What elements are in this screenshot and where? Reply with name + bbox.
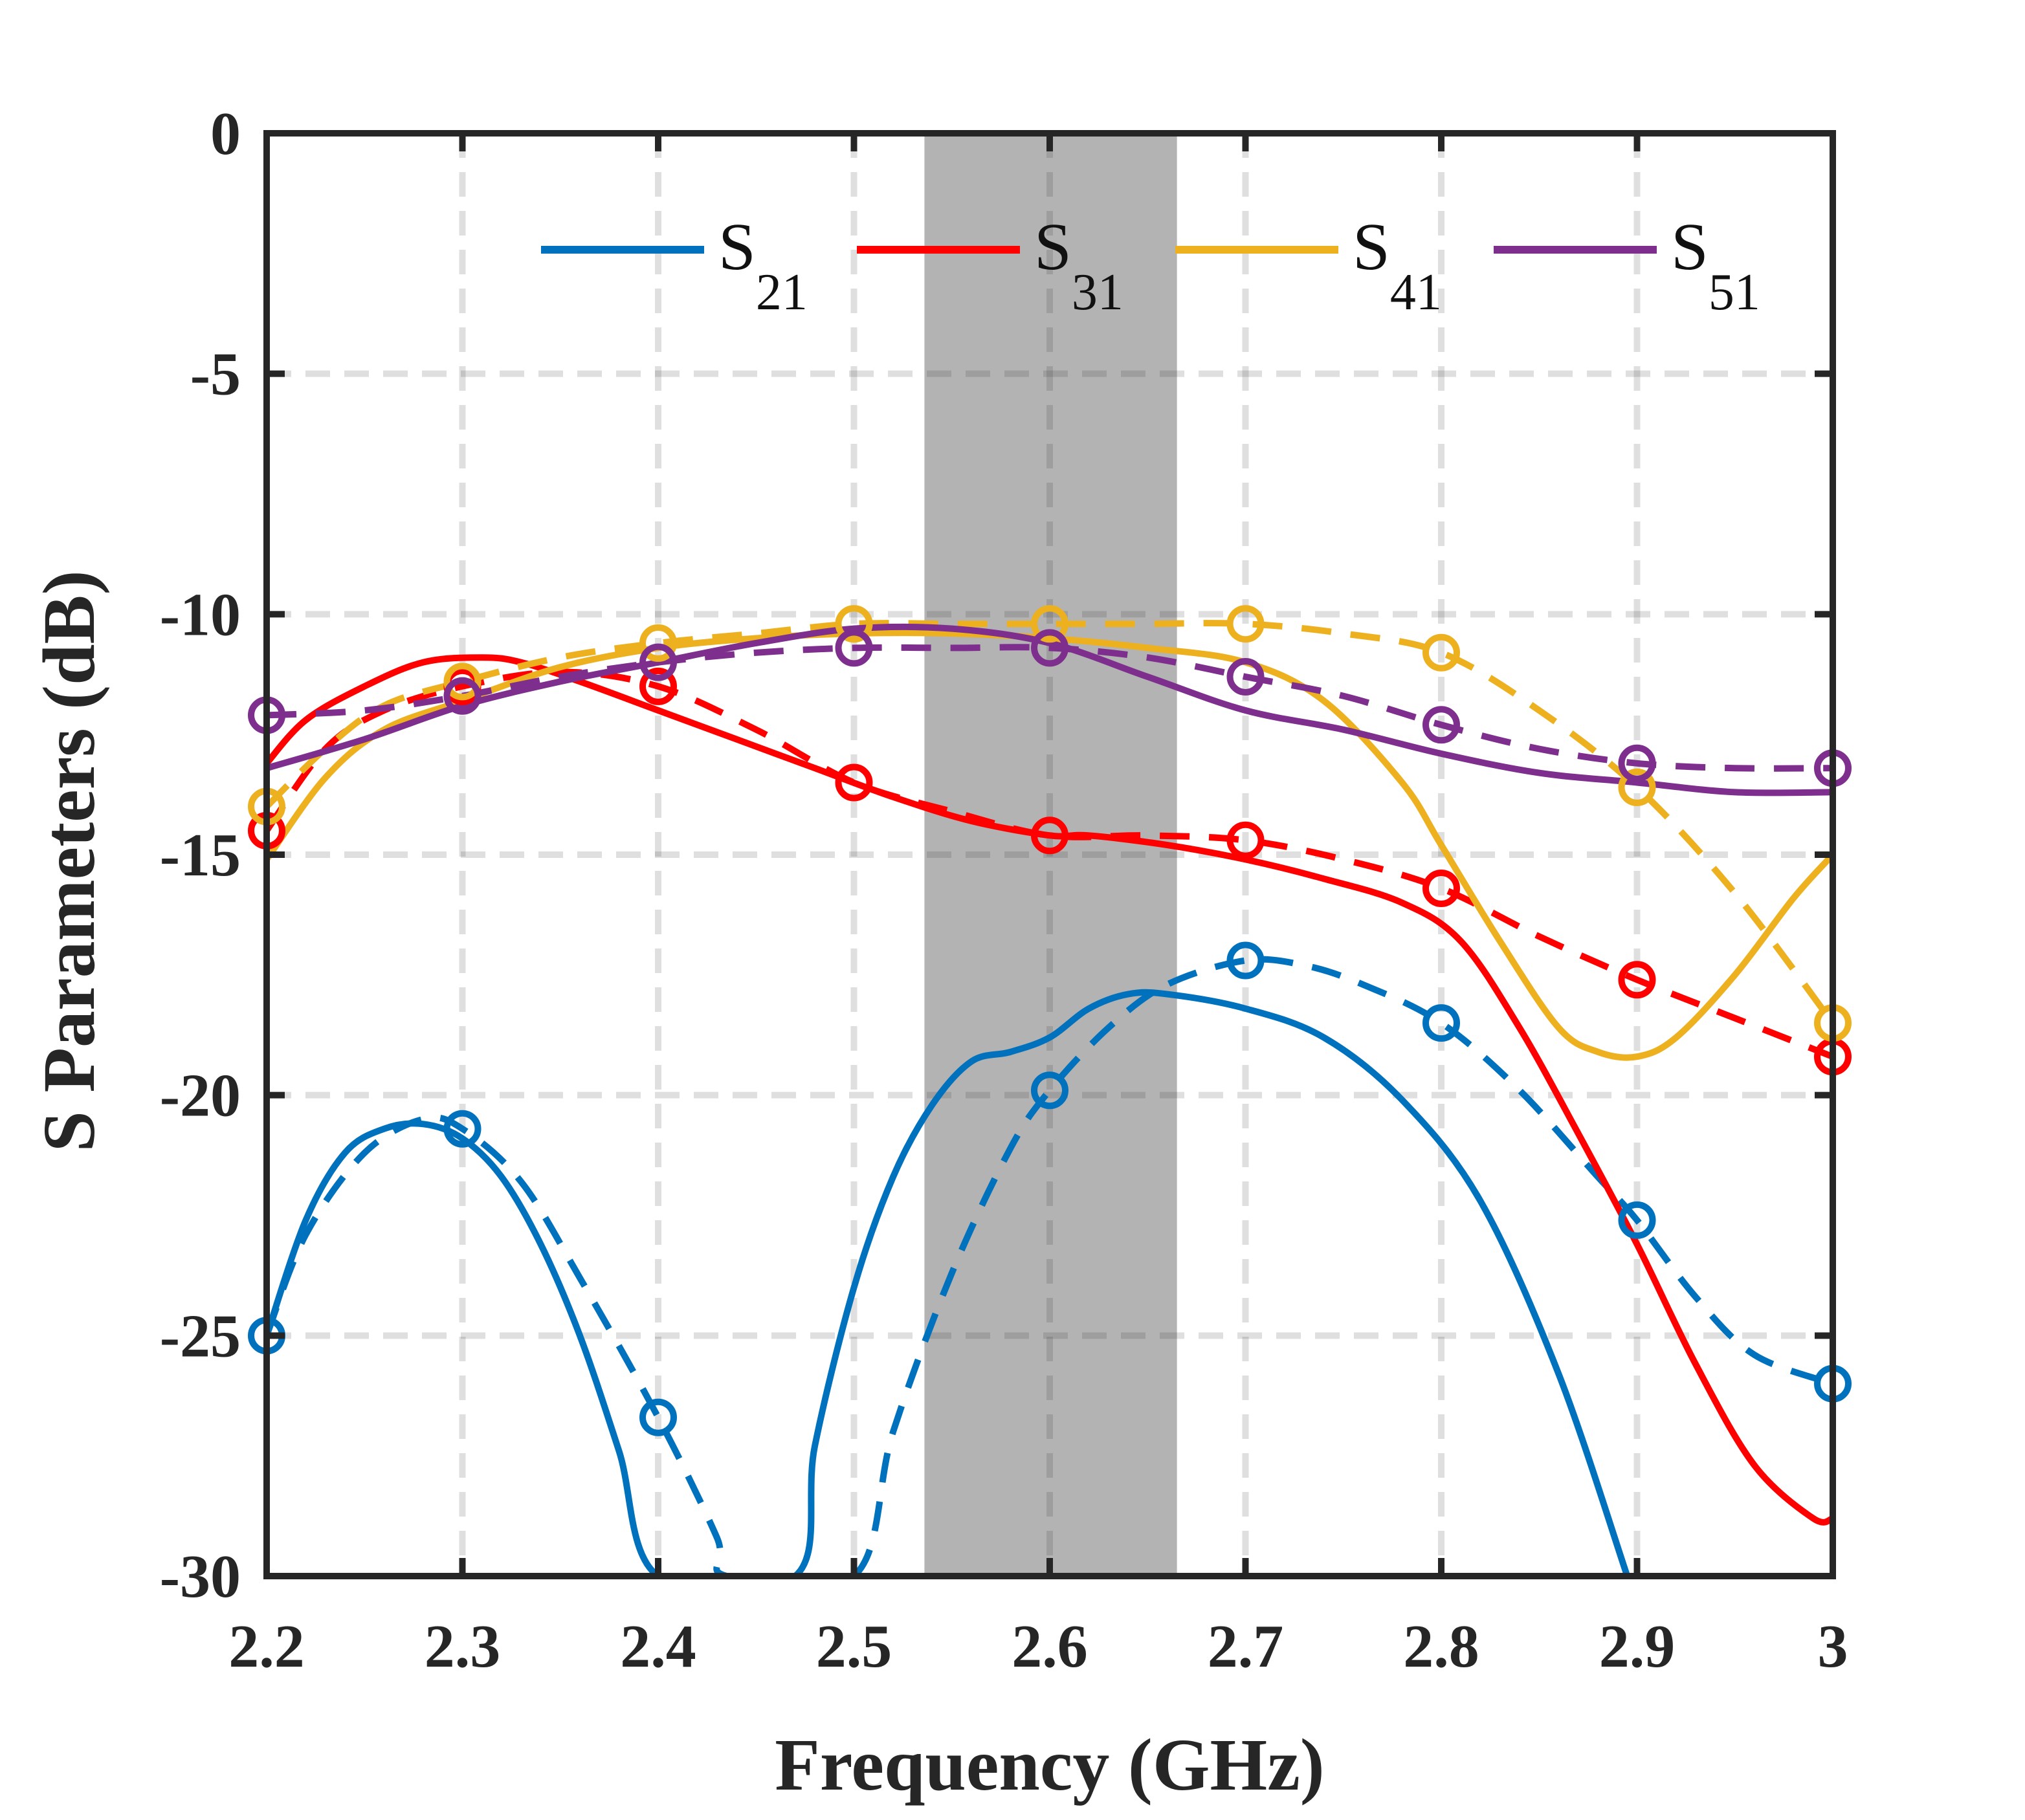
x-tick-label: 2.7: [1208, 1613, 1284, 1680]
series-s51-marker: [1422, 706, 1460, 744]
series-s31-marker: [639, 667, 677, 705]
y-tick-label: -25: [160, 1302, 241, 1370]
series-s21-marker: [639, 1398, 677, 1436]
series-s31-simulated-line: [267, 654, 1833, 1526]
series-s21-measured-line: [267, 956, 1833, 1576]
x-tick-label: 2.9: [1599, 1613, 1676, 1680]
series-s51-marker: [1226, 657, 1265, 696]
series-s51-marker: [1031, 629, 1068, 667]
series-s41-marker: [835, 605, 873, 643]
series-s51-marker: [1618, 744, 1656, 782]
y-tick-label: 0: [210, 100, 241, 168]
series-s31-marker: [1618, 961, 1656, 999]
x-tick-label: 2.3: [425, 1613, 501, 1680]
series-s41-marker: [1226, 605, 1265, 643]
legend-subscript-s41: 41: [1390, 264, 1442, 321]
x-axis-label: Frequency (GHz): [775, 1724, 1325, 1806]
x-tick-label: 2.5: [816, 1613, 892, 1680]
y-tick-labels: 0 -5 -10 -15 -20 -25 -30: [160, 100, 241, 1610]
series-s51-marker: [835, 629, 873, 667]
legend-subscript-s21: 21: [756, 264, 808, 321]
series-s31-marker: [1422, 870, 1460, 908]
series-s21-marker: [1031, 1071, 1068, 1110]
series-s21-marker: [1618, 1201, 1656, 1239]
x-tick-label: 2.4: [620, 1613, 696, 1680]
series-s41-marker: [639, 624, 677, 662]
y-tick-label: -10: [160, 581, 241, 648]
y-tick-label: -15: [160, 822, 241, 889]
legend-subscript-s31: 31: [1072, 264, 1123, 321]
series-layer: [267, 620, 1833, 1576]
series-s21-marker: [1422, 1004, 1460, 1042]
series-s51-marker: [443, 677, 481, 715]
x-tick-labels: 2.2 2.3 2.4 2.5 2.6 2.7 2.8 2.9 3: [228, 1613, 1848, 1680]
grid: [267, 133, 1833, 1576]
y-tick-label: -30: [160, 1543, 241, 1610]
shaded-band: [924, 133, 1177, 1576]
series-s31-marker: [1226, 821, 1265, 859]
series-s41-marker: [1422, 633, 1460, 672]
series-s31-marker: [1031, 817, 1068, 855]
x-tick-label: 3: [1818, 1613, 1848, 1680]
series-s21-marker: [443, 1110, 481, 1148]
series-s41-marker: [1618, 768, 1656, 806]
series-s51-measured-line: [267, 644, 1833, 772]
y-tick-label: -20: [160, 1062, 241, 1130]
series-s31-marker: [835, 763, 873, 802]
series-s41-simulated-line: [267, 630, 1833, 1061]
y-axis-label: S Parameters (dB): [28, 570, 110, 1152]
series-s51-simulated-line: [267, 623, 1833, 796]
series-s51-marker: [639, 643, 677, 681]
series-s31-measured-line: [267, 668, 1833, 1060]
x-tick-label: 2.6: [1012, 1613, 1088, 1680]
series-s41-marker: [1031, 605, 1068, 643]
legend-subscript-s51: 51: [1709, 264, 1760, 321]
y-tick-label: -5: [190, 341, 241, 408]
ticks: [267, 133, 1833, 1576]
series-s41-marker: [443, 663, 481, 701]
series-s21-marker: [1226, 941, 1265, 980]
x-tick-label: 2.2: [228, 1613, 305, 1680]
x-tick-label: 2.8: [1403, 1613, 1479, 1680]
series-s41-measured-line: [267, 620, 1833, 1025]
